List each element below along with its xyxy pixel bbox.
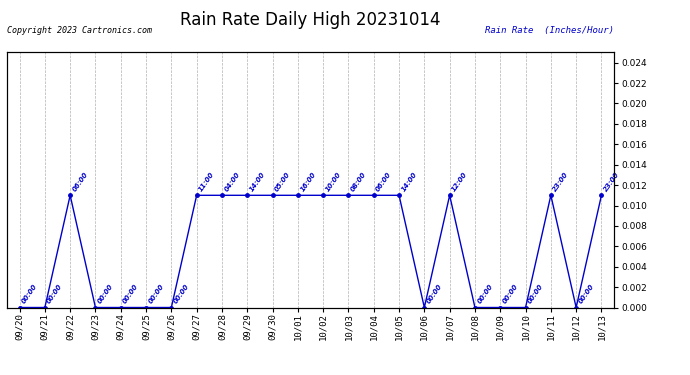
Text: 06:00: 06:00 — [375, 171, 393, 192]
Text: 00:00: 00:00 — [527, 283, 544, 304]
Text: Rain Rate  (Inches/Hour): Rain Rate (Inches/Hour) — [485, 26, 614, 35]
Text: 12:00: 12:00 — [451, 171, 469, 192]
Text: 00:00: 00:00 — [476, 283, 494, 304]
Text: 10:00: 10:00 — [324, 171, 342, 192]
Text: 00:00: 00:00 — [122, 283, 139, 304]
Text: 11:00: 11:00 — [198, 171, 215, 192]
Text: 04:00: 04:00 — [224, 171, 241, 192]
Text: 00:00: 00:00 — [502, 283, 519, 304]
Text: 14:00: 14:00 — [248, 171, 266, 192]
Text: 23:00: 23:00 — [552, 171, 570, 192]
Text: 00:00: 00:00 — [578, 283, 595, 304]
Text: 05:00: 05:00 — [274, 171, 291, 192]
Text: 00:00: 00:00 — [97, 283, 115, 304]
Text: 16:00: 16:00 — [299, 171, 317, 192]
Text: 00:00: 00:00 — [148, 283, 165, 304]
Text: 08:00: 08:00 — [350, 171, 367, 192]
Text: 14:00: 14:00 — [400, 171, 418, 192]
Text: 00:00: 00:00 — [172, 283, 190, 304]
Text: 00:00: 00:00 — [426, 283, 443, 304]
Text: Rain Rate Daily High 20231014: Rain Rate Daily High 20231014 — [180, 11, 441, 29]
Text: 06:00: 06:00 — [72, 171, 89, 192]
Text: 00:00: 00:00 — [46, 283, 63, 304]
Text: Copyright 2023 Cartronics.com: Copyright 2023 Cartronics.com — [7, 26, 152, 35]
Text: 23:00: 23:00 — [603, 171, 620, 192]
Text: 00:00: 00:00 — [21, 283, 39, 304]
